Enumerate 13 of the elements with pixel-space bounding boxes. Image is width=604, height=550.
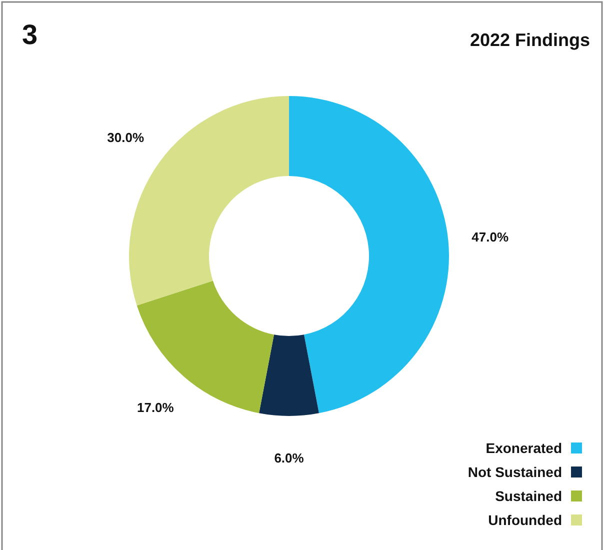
donut-slice [136, 280, 274, 414]
data-label: 30.0% [107, 130, 144, 145]
chart-title: 2022 Findings [470, 30, 590, 50]
data-label: 6.0% [274, 450, 304, 466]
data-label: 47.0% [472, 229, 509, 244]
legend-label: Exonerated [486, 440, 562, 456]
donut-slice [259, 334, 319, 416]
legend-label: Unfounded [488, 512, 562, 528]
donut-slice [289, 96, 449, 414]
legend-label: Not Sustained [468, 464, 562, 480]
data-label: 17.0% [136, 400, 174, 416]
text: 3 [22, 19, 38, 50]
legend-label: Sustained [495, 488, 562, 504]
